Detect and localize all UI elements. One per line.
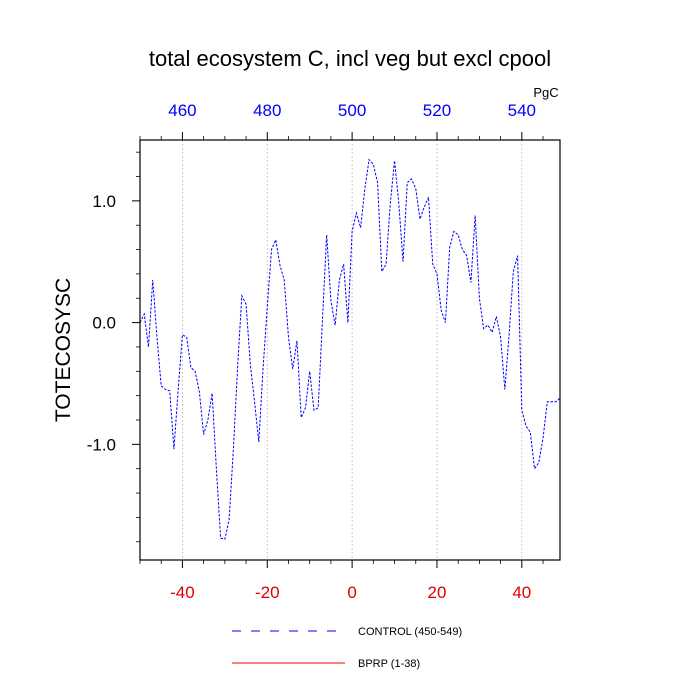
x-tick-label-bottom: -20 [255, 583, 280, 602]
x-tick-label-bottom: 0 [347, 583, 356, 602]
units-label: PgC [533, 85, 558, 100]
y-tick-label: 1.0 [92, 192, 116, 211]
axes-layer: -40 -20 0 20 40 460 480 500 520 540 1.0 0.0 -1.0 [87, 101, 561, 602]
x-tick-label-top: 500 [338, 101, 366, 120]
legend-label: BPRP (1-38) [358, 658, 420, 670]
x-tick-label-top: 460 [168, 101, 196, 120]
x-tick-label-top: 540 [508, 101, 536, 120]
y-tick-label: 0.0 [92, 314, 116, 333]
legend-label: CONTROL (450-549) [358, 626, 462, 638]
y-tick-label: -1.0 [87, 435, 116, 454]
x-tick-label-top: 480 [253, 101, 281, 120]
series-line-control [139, 158, 561, 540]
y-axis-label: TOTECOSYSC [52, 278, 75, 422]
plot-frame [139, 139, 561, 561]
x-tick-label-top: 520 [423, 101, 451, 120]
x-tick-label-bottom: 40 [512, 583, 531, 602]
legend: CONTROL (450-549) BPRP (1-38) [232, 626, 462, 670]
chart-title: total ecosystem C, incl veg but excl cpo… [149, 46, 551, 71]
x-tick-label-bottom: -40 [170, 583, 195, 602]
grid-layer [182, 140, 523, 560]
series-layer [139, 158, 561, 540]
x-tick-label-bottom: 20 [428, 583, 447, 602]
